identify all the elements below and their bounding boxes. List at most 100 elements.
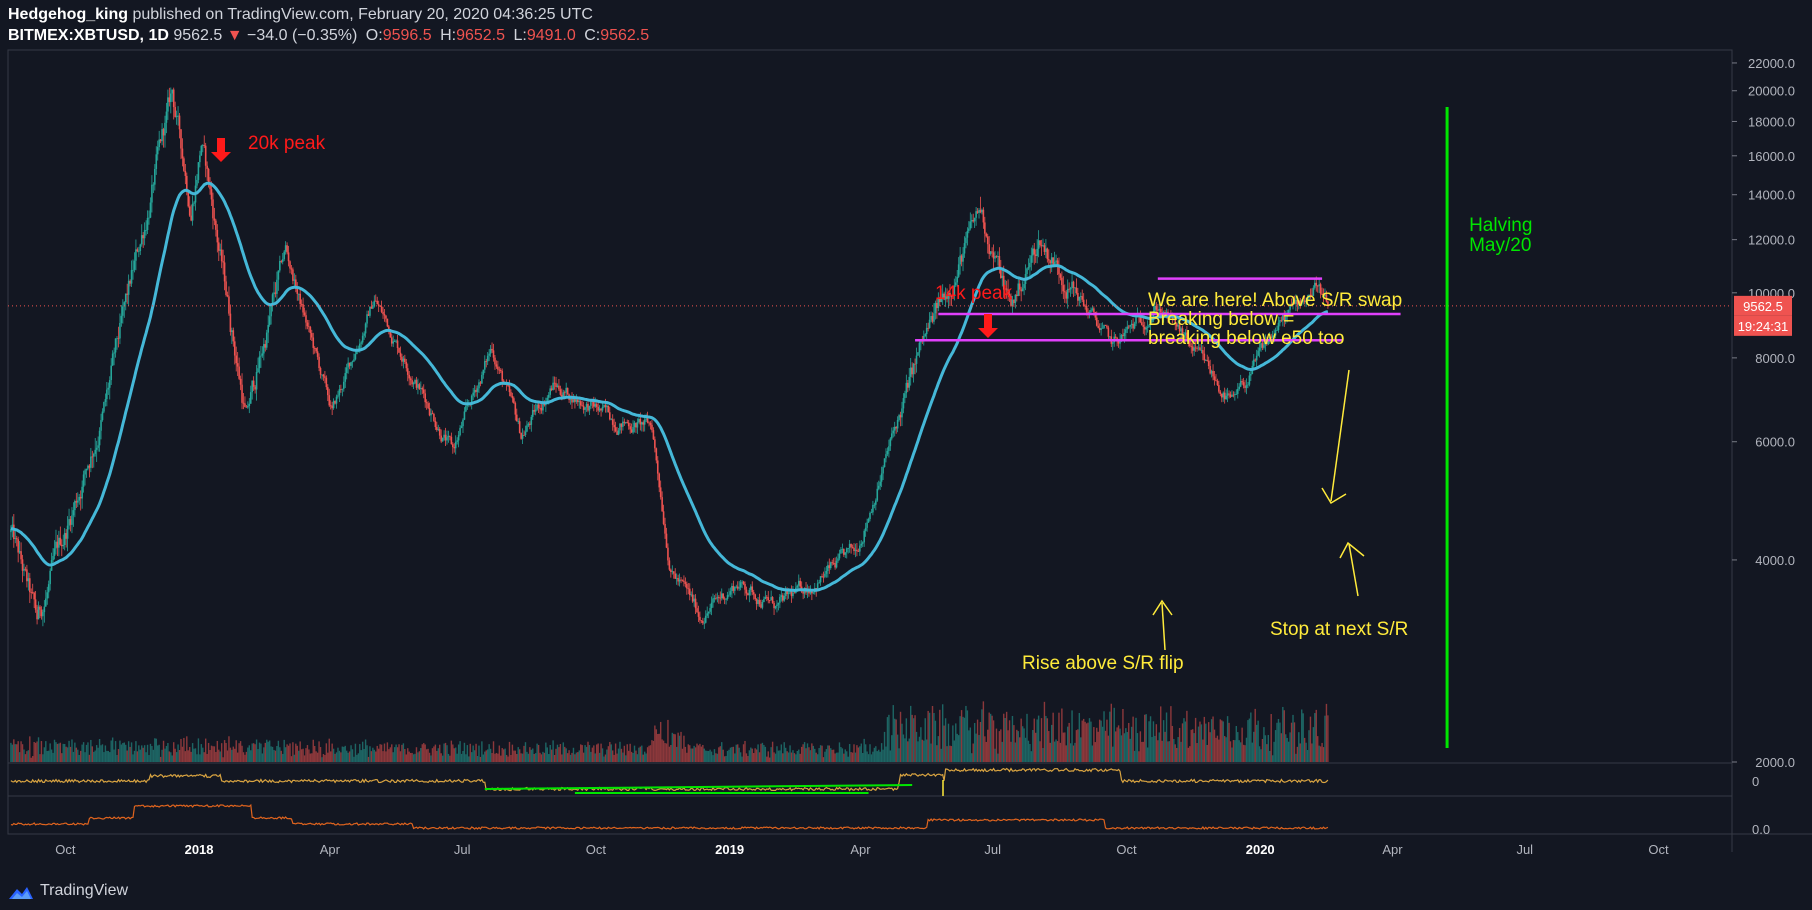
volume-bar: [488, 744, 490, 762]
candle-body: [360, 342, 363, 344]
candle-body: [268, 316, 271, 325]
volume-bar: [888, 714, 890, 762]
candle-body: [520, 432, 522, 439]
volume-bar: [157, 745, 159, 762]
symbol-name[interactable]: BITMEX:XBTUSD, 1D: [8, 27, 169, 44]
volume-bar: [799, 753, 801, 762]
candle-body: [270, 304, 272, 317]
volume-bar: [135, 741, 137, 762]
candle-body: [473, 389, 476, 393]
volume-bar: [234, 748, 236, 762]
candle-body: [818, 582, 820, 584]
volume-bar: [155, 738, 157, 762]
volume-bar: [219, 751, 221, 762]
candle-body: [1047, 259, 1050, 261]
candle-body: [1308, 294, 1310, 299]
volume-bar: [1254, 708, 1256, 762]
candle-body: [607, 405, 610, 413]
pointer-line: [1348, 543, 1359, 597]
volume-bar: [289, 743, 291, 762]
volume-bar: [521, 753, 524, 762]
volume-bar: [821, 745, 823, 762]
volume-bar: [173, 742, 175, 762]
volume-bar: [158, 744, 160, 762]
volume-bar: [850, 752, 852, 762]
candle-body: [142, 235, 144, 239]
volume-bar: [1258, 746, 1261, 762]
candle-body: [925, 327, 928, 335]
candle-body: [882, 467, 884, 474]
volume-bar: [636, 754, 639, 762]
volume-bar: [635, 750, 637, 762]
volume-bar: [546, 747, 548, 762]
candle-body: [428, 408, 431, 416]
candle-body: [969, 221, 972, 229]
volume-bar: [809, 750, 812, 762]
author-name[interactable]: Hedgehog_king: [8, 6, 129, 23]
volume-bar: [719, 746, 721, 762]
volume-bar: [334, 753, 336, 762]
candle-body: [906, 382, 909, 388]
volume-bar: [145, 752, 147, 762]
volume-bar: [638, 747, 640, 762]
volume-bar: [455, 747, 457, 762]
volume-bar: [1197, 726, 1200, 762]
volume-bar: [407, 748, 409, 762]
candle-body: [78, 496, 81, 501]
candle-body: [616, 431, 618, 435]
candle-body: [1277, 322, 1280, 331]
volume-bar: [1216, 735, 1219, 762]
close-value: 9562.5: [600, 27, 650, 44]
volume-bar: [1207, 722, 1210, 762]
volume-bar: [1085, 723, 1088, 762]
candle-body: [600, 408, 602, 411]
volume-bar: [973, 723, 976, 762]
volume-bar: [580, 744, 582, 762]
candle-body: [847, 548, 849, 549]
candle-body: [183, 158, 185, 171]
volume-bar: [659, 721, 662, 762]
candle-body: [124, 293, 127, 303]
x-tick-label: Oct: [1116, 842, 1137, 857]
candle-body: [845, 548, 848, 553]
volume-bar: [734, 753, 736, 762]
x-tick-label: Oct: [586, 842, 607, 857]
volume-bar: [677, 732, 679, 762]
candle-body: [777, 602, 780, 605]
volume-bar: [1229, 741, 1232, 762]
volume-bar: [553, 754, 556, 762]
candle-body: [499, 369, 502, 372]
volume-bar: [584, 745, 586, 762]
candle-body: [876, 488, 879, 501]
candle-body: [1101, 327, 1104, 329]
volume-bar: [270, 746, 272, 762]
volume-bar: [1205, 723, 1207, 762]
candle-body: [786, 590, 788, 595]
candle-body: [922, 336, 925, 342]
tradingview-logo[interactable]: TradingView: [8, 882, 128, 900]
volume-bar: [52, 752, 54, 762]
candle-body: [37, 606, 40, 620]
candle-body: [498, 369, 501, 371]
volume-bar: [581, 745, 583, 762]
volume-bar: [238, 743, 240, 762]
candle-body: [372, 306, 374, 309]
candle-body: [431, 413, 434, 415]
candle-body: [1091, 308, 1094, 310]
volume-bar: [997, 753, 999, 762]
volume-bar: [167, 743, 169, 762]
candle-body: [745, 589, 748, 594]
candle-body: [623, 421, 626, 423]
volume-bar: [566, 753, 569, 762]
volume-bar: [763, 744, 765, 762]
volume-bar: [110, 740, 112, 762]
volume-bar: [1036, 719, 1038, 762]
candle-body: [829, 562, 832, 569]
candle-body: [84, 470, 86, 475]
candle-body: [1014, 294, 1017, 304]
volume-bar: [517, 747, 519, 762]
volume-bar: [556, 744, 559, 762]
volume-bar: [1189, 746, 1191, 762]
candle-body: [1100, 328, 1102, 330]
